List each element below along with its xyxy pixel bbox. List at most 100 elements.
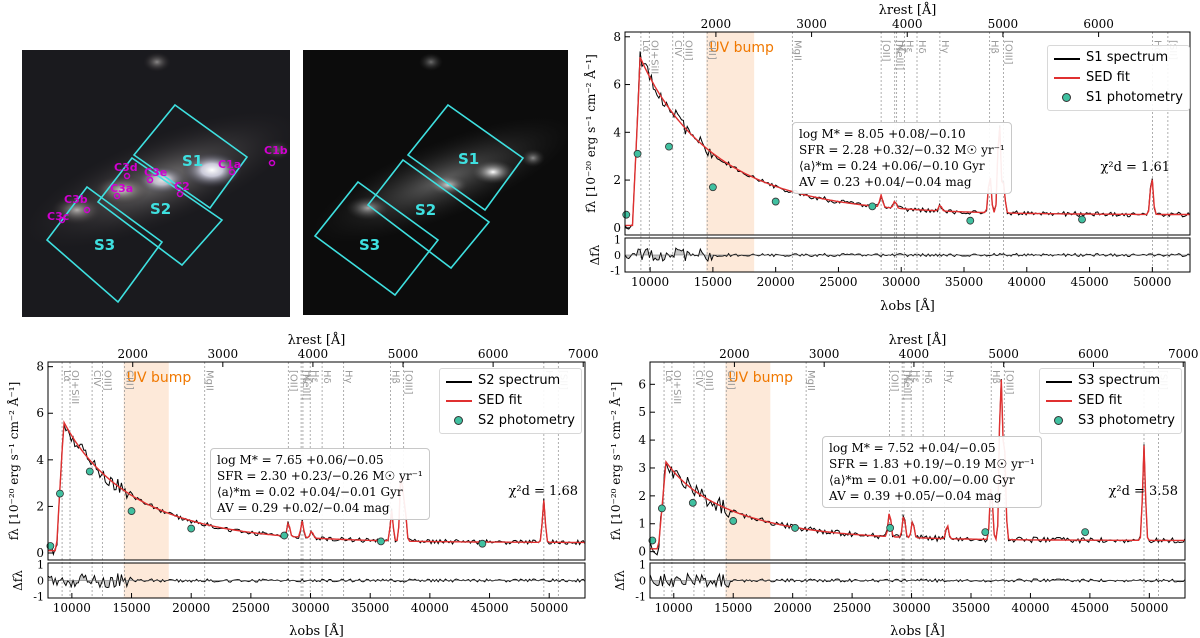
x-tick-label: 40000 [1011,601,1049,615]
y-tick-label: 8 [613,30,621,44]
residual-y-tick-label: -1 [610,264,621,277]
line-label: [NeIII] [300,370,311,400]
photometry-point [886,524,895,532]
line-label: MgII [204,370,215,391]
x2-tick-label: 2000 [117,347,148,361]
uv-bump-label: UV bump [728,370,793,386]
line-label: Hδ [321,370,332,384]
x-tick-label: 40000 [411,601,449,615]
y-axis-label: fλ [10⁻²⁰ erg s⁻¹ cm⁻² Å⁻¹] [583,54,598,213]
photometry-point [85,467,94,476]
stat-age: ⟨a⟩*m = 0.02 +0.04/−0.01 Gyr [217,485,403,499]
y-tick-label: 6 [638,377,646,391]
x-tick-label: 35000 [952,601,990,615]
sed-fit-line [650,379,1185,550]
uv-bump-label: UV bump [709,40,774,56]
clump-label-c3e: C3e [144,166,167,179]
x-tick-label: 25000 [819,275,857,289]
line-label: Lα [663,370,674,383]
y-tick-label: 0 [613,221,621,235]
stat-av: AV = 0.23 +0.04/−0.04 mag [799,175,972,189]
residual-y-tick-label: 0 [614,249,621,262]
legend: S1 spectrum SED fit S1 photometry [1047,45,1190,111]
residual-y-tick-label: 0 [639,575,646,588]
line-label: [OII] [880,40,891,62]
line-label: Hδ [922,370,933,384]
residual-y-tick-label: 1 [639,559,646,572]
legend-photometry: S3 photometry [1078,413,1175,428]
photometry-point [966,216,975,225]
stat-sfr: SFR = 1.83 +0.19/−0.19 M☉ yr⁻¹ [829,457,1035,471]
x-tick-label: 10000 [631,275,669,289]
rgb-cutout-image: S1 S2 S3 C1b C1a C2 C3e C3d C3a C3b C3c [22,50,290,317]
x-axis-label: λobs [Å] [880,298,935,314]
photometry-point [377,537,385,546]
residual-y-tick-label: 0 [37,575,44,588]
x2-tick-label: 6000 [1083,17,1114,31]
clump-label-c3a: C3a [110,182,133,195]
fit-stats-box: log M* = 7.65 +0.06/−0.05 SFR = 2.30 +0.… [210,448,430,520]
line-label: OIII] [101,370,112,391]
line-label: Hε [309,370,320,383]
uv-bump-band [123,362,169,560]
residual-line [47,573,586,589]
x-tick-label: 50000 [530,601,568,615]
y-tick-label: 0 [638,545,646,559]
line-label: Lα [640,40,651,53]
x-tick-label: 25000 [833,601,871,615]
x-tick-label: 15000 [112,601,150,615]
x2-tick-label: 2000 [719,347,750,361]
y-tick-label: 5 [638,405,646,419]
clump-label-c3d: C3d [114,161,138,174]
line-label: OI+SiII [69,370,80,404]
x-tick-label: 45000 [1070,275,1108,289]
line-label: [OIII] [1003,370,1014,395]
y-tick-label: 2 [613,173,621,187]
photometry-point [791,524,799,532]
gray-label-s1: S1 [458,150,479,168]
residual-y-tick-label: 1 [37,559,44,572]
legend: S3 spectrum SED fit S3 photometry [1039,368,1182,434]
line-label: OIII] [703,370,714,391]
y-tick-label: 6 [613,78,621,92]
residual-axes-frame [624,237,1191,273]
stat-logm: log M* = 8.05 +0.08/−0.10 [799,127,966,141]
x2-axis-label: λrest [Å] [889,332,947,348]
x-tick-label: 30000 [291,601,329,615]
chi2-label: χ²d = 1.61 [1100,160,1170,175]
line-label: CIII] [706,40,717,60]
line-label: CIV [91,370,102,387]
y-tick-label: 0 [36,546,44,560]
sed-fit-line [625,56,1190,227]
residual-y-tick-label: -1 [33,590,44,603]
chi2-label: χ²d = 3.58 [1108,484,1178,499]
x-tick-label: 45000 [470,601,508,615]
x-tick-label: 20000 [757,275,795,289]
x-tick-label: 15000 [714,601,752,615]
y-tick-label: 1 [638,517,646,531]
residual-line [624,247,1191,262]
spectrum-panel-s2: UV bump Lα OI+SiII CIV OIII] CIII] MgII [OII] [N… [0,322,600,638]
clump-label-c2: C2 [174,180,190,193]
legend-photometry: S1 photometry [1086,90,1183,105]
x2-tick-label: 6000 [478,347,509,361]
y-tick-label: 6 [36,406,44,420]
line-label: [NeIII] [894,40,905,70]
line-label: Lα [61,370,72,383]
uv-bump-label: UV bump [127,370,192,386]
x-tick-label: 10000 [53,601,91,615]
x2-tick-label: 4000 [298,347,329,361]
line-label: CIII] [124,370,135,390]
line-label: OIII] [683,40,694,61]
x-tick-label: 50000 [1130,601,1168,615]
photometry-point [633,149,642,158]
line-label: Hγ [944,370,955,384]
stat-age: ⟨a⟩*m = 0.01 +0.00/−0.00 Gyr [829,473,1015,487]
stat-av: AV = 0.29 +0.02/−0.04 mag [217,501,390,515]
photometry-point [46,542,55,550]
uv-bump-band [725,362,771,560]
photometry-point [771,197,780,206]
gray-label-s2: S2 [415,201,436,219]
x-tick-label: 20000 [774,601,812,615]
photometry-point [187,524,196,533]
